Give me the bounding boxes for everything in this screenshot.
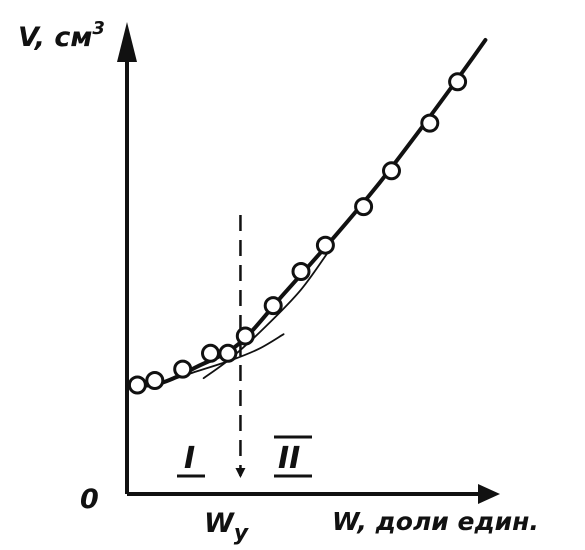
y-axis-arrow — [117, 22, 137, 62]
region-label-II: II — [274, 435, 312, 478]
data-point-9 — [315, 235, 335, 255]
data-point-10 — [354, 197, 374, 217]
data-point-1 — [127, 375, 147, 395]
curve-fit — [125, 38, 488, 390]
region-label-I: I — [177, 441, 205, 478]
region-label-I-text: I — [184, 441, 195, 476]
data-point-6 — [235, 326, 255, 346]
region-label-II-text: II — [278, 441, 300, 476]
origin-label: 0 — [80, 484, 99, 515]
x-axis-label: W, доли един. — [332, 507, 539, 536]
data-point-11 — [382, 161, 401, 181]
x-axis-arrow — [478, 484, 500, 504]
data-point-3 — [173, 359, 193, 379]
curve-branch-I — [140, 333, 285, 389]
data-point-2 — [145, 371, 165, 390]
curve-branch-II — [202, 250, 330, 380]
data-point-5 — [218, 343, 238, 363]
x-marker-label: Wу — [204, 508, 250, 546]
data-point-12 — [420, 113, 440, 133]
axes — [117, 22, 500, 504]
data-point-13 — [448, 72, 468, 92]
data-point-8 — [291, 262, 311, 281]
y-axis-label: V, см3 — [18, 18, 105, 53]
data-point-7 — [263, 296, 283, 316]
data-point-4 — [201, 343, 220, 363]
